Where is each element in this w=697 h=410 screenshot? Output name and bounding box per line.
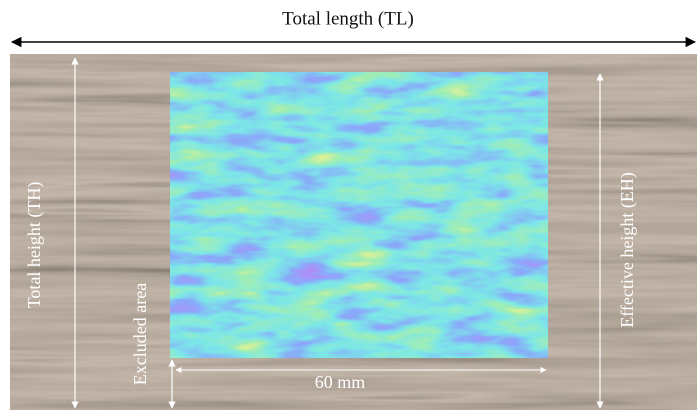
excluded-area-label: Excluded area	[130, 283, 150, 385]
scan-heatmap	[170, 72, 548, 358]
total-length-label: Total length (TL)	[282, 8, 414, 29]
effective-height-label: Effective height (EH)	[617, 172, 638, 328]
width-label: 60 mm	[315, 372, 366, 392]
total-height-label: Total height (TH)	[24, 182, 45, 309]
